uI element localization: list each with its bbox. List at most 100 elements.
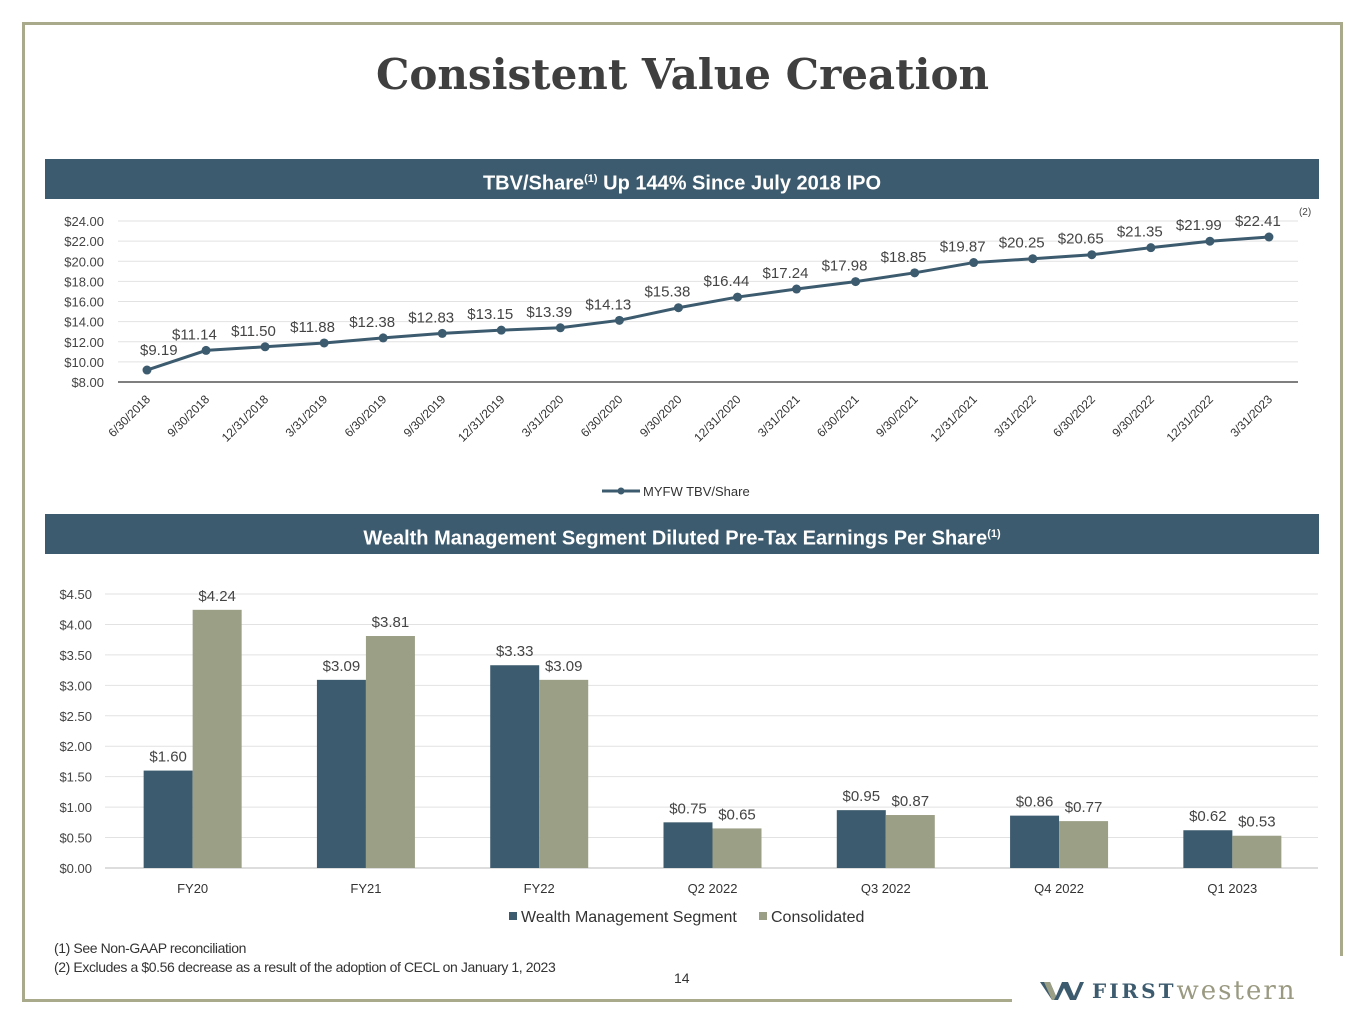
logo-first: FIRST xyxy=(1092,979,1177,1003)
y-tick-label: $2.50 xyxy=(59,709,92,724)
tbv-series-line xyxy=(146,235,1270,372)
wealth-header-text: Wealth Management Segment Diluted Pre-Ta… xyxy=(363,527,988,550)
data-label: $3.09 xyxy=(545,658,583,675)
data-label: $0.75 xyxy=(669,800,707,817)
footnote-ref: (2) xyxy=(1299,207,1311,218)
data-label: $4.24 xyxy=(198,588,236,605)
x-tick-label: FY20 xyxy=(177,881,208,896)
y-tick-label: $1.00 xyxy=(59,800,92,815)
x-tick-label: 9/30/2018 xyxy=(165,392,213,440)
data-label: $14.13 xyxy=(585,296,631,313)
x-tick-label: 6/30/2018 xyxy=(105,392,153,440)
page-number: 14 xyxy=(674,970,690,986)
data-point xyxy=(733,292,742,302)
x-tick-label: 3/31/2019 xyxy=(283,392,331,440)
tbv-line-chart: $8.00 $10.00 $12.00 $14.00 $16.00 $18.00 $20.0… xyxy=(64,207,1311,499)
data-label: $16.44 xyxy=(704,273,750,290)
y-tick-label: $2.00 xyxy=(59,739,92,754)
data-point xyxy=(437,328,447,338)
y-tick-label: $24.00 xyxy=(64,214,104,229)
frame-bottom xyxy=(22,999,1012,1002)
bar-consolidated xyxy=(539,679,589,868)
y-tick-label: $12.00 xyxy=(64,335,104,350)
y-tick-label: $8.00 xyxy=(71,375,104,390)
data-label: $13.15 xyxy=(467,306,513,323)
bar-consolidated xyxy=(1232,835,1282,868)
y-tick-label: $4.00 xyxy=(59,617,92,632)
data-label: $3.81 xyxy=(372,614,410,631)
data-label: $18.85 xyxy=(881,249,927,266)
y-tick-label: $0.50 xyxy=(59,831,92,846)
x-tick-label: 12/31/2022 xyxy=(1164,392,1217,445)
tbv-header-text: TBV/Share xyxy=(482,172,585,195)
wealth-section-header: Wealth Management Segment Diluted Pre-Ta… xyxy=(45,514,1319,554)
y-tick-label: $20.00 xyxy=(64,254,104,269)
bar-wealth-management xyxy=(143,770,193,868)
x-tick-label: 12/31/2021 xyxy=(927,392,980,445)
y-tick-label: $3.00 xyxy=(59,678,92,693)
data-point xyxy=(851,277,861,287)
first-western-logo: FIRST western xyxy=(1040,976,1297,1006)
data-label: $17.24 xyxy=(763,265,809,282)
legend-swatch-wealth xyxy=(509,912,517,920)
bar-consolidated xyxy=(192,609,242,868)
data-label: $22.41 xyxy=(1235,213,1281,230)
x-tick-label: 6/30/2021 xyxy=(814,392,862,440)
data-label: $0.53 xyxy=(1238,814,1276,831)
y-tick-label: $16.00 xyxy=(64,295,104,310)
data-label: $13.39 xyxy=(526,304,572,321)
bar-wealth-management xyxy=(836,810,886,868)
tbv-section-header: TBV/Share(1) Up 144% Since July 2018 IPO xyxy=(45,159,1319,199)
data-label: $15.38 xyxy=(644,284,690,301)
data-label: $21.35 xyxy=(1117,224,1163,241)
data-label: $9.19 xyxy=(140,342,178,359)
wealth-header-sup: (1) xyxy=(987,528,1001,540)
bar-consolidated xyxy=(1059,821,1109,868)
x-tick-label: 12/31/2018 xyxy=(219,392,272,445)
x-tick-label: 9/30/2022 xyxy=(1109,392,1157,440)
data-point xyxy=(969,258,979,268)
x-tick-label: 12/31/2019 xyxy=(455,392,508,445)
y-tick-label: $18.00 xyxy=(64,274,104,289)
data-point xyxy=(378,333,388,343)
x-tick-label: FY21 xyxy=(350,881,381,896)
x-tick-label: 3/31/2021 xyxy=(755,392,803,440)
footnote-1: (1) See Non-GAAP reconciliation xyxy=(54,940,246,956)
wealth-bar-chart: $0.00 $0.50 $1.00 $1.50 $2.00 $2.50 $3.00 $3.50… xyxy=(59,587,1318,926)
y-tick-label: $4.50 xyxy=(59,587,92,602)
bar-wealth-management xyxy=(1183,830,1233,868)
data-point xyxy=(1264,232,1274,242)
x-tick-label: 3/31/2022 xyxy=(991,392,1039,440)
frame-right xyxy=(1340,22,1343,956)
data-point xyxy=(496,325,506,335)
tbv-header-sup: (1) xyxy=(584,173,598,185)
bar-consolidated xyxy=(885,815,935,868)
data-point xyxy=(319,338,329,348)
footnote-2: (2) Excludes a $0.56 decrease as a resul… xyxy=(54,959,556,975)
data-label: $0.77 xyxy=(1065,799,1103,816)
bar-wealth-management xyxy=(1010,815,1060,868)
bar-consolidated xyxy=(365,636,415,868)
x-tick-label: 6/30/2022 xyxy=(1050,392,1098,440)
logo-western: western xyxy=(1176,976,1297,1006)
x-tick-label: Q4 2022 xyxy=(1034,881,1084,896)
data-label: $0.65 xyxy=(718,806,756,823)
data-point xyxy=(614,315,624,325)
data-label: $11.50 xyxy=(231,323,276,340)
x-tick-label: 6/30/2020 xyxy=(578,392,626,440)
frame-top xyxy=(22,22,1343,25)
y-tick-label: $3.50 xyxy=(59,648,92,663)
data-label: $11.14 xyxy=(172,326,217,343)
data-point xyxy=(673,303,683,313)
x-tick-label: 9/30/2021 xyxy=(873,392,921,440)
page-title: Consistent Value Creation xyxy=(375,50,990,99)
data-label: $0.95 xyxy=(843,788,881,805)
bar-wealth-management xyxy=(490,665,540,868)
data-label: $0.62 xyxy=(1189,808,1227,825)
data-label: $0.86 xyxy=(1016,794,1054,811)
legend-label: MYFW TBV/Share xyxy=(643,484,750,499)
bar-consolidated xyxy=(712,828,762,868)
data-point xyxy=(555,323,565,333)
data-label: $19.87 xyxy=(940,239,986,256)
